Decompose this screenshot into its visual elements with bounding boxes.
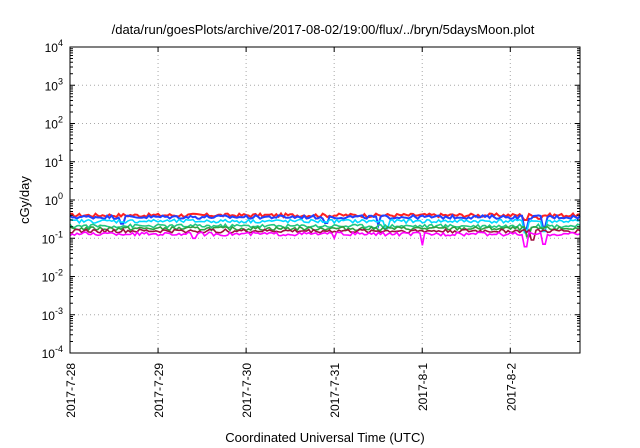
y-tick-label: 10-1 bbox=[42, 229, 63, 246]
y-tick-label: 10-2 bbox=[42, 268, 63, 285]
x-tick-label: 2017-8-2 bbox=[504, 363, 518, 411]
series-line bbox=[69, 218, 581, 234]
y-axis-title: cGy/day bbox=[17, 176, 32, 224]
y-tick-label: 102 bbox=[45, 115, 63, 132]
x-axis-title: Coordinated Universal Time (UTC) bbox=[225, 430, 424, 445]
x-tick-label: 2017-7-30 bbox=[240, 363, 254, 418]
series-line bbox=[69, 225, 581, 238]
series-line bbox=[69, 222, 581, 236]
series-line bbox=[69, 228, 581, 241]
x-tick-label: 2017-7-31 bbox=[328, 363, 342, 418]
x-tick-label: 2017-7-29 bbox=[152, 363, 166, 418]
y-tick-label: 10-3 bbox=[42, 306, 63, 323]
series-layer bbox=[69, 211, 581, 248]
y-axis: 10-4 10-3 10-2 10-1 100 101 102 103 104 bbox=[42, 38, 580, 361]
series-line bbox=[69, 211, 581, 221]
x-tick-label: 2017-8-1 bbox=[416, 363, 430, 411]
y-tick-label: 100 bbox=[45, 191, 63, 208]
y-tick-label: 10-4 bbox=[42, 344, 63, 361]
grid bbox=[70, 47, 580, 353]
chart-title: /data/run/goesPlots/archive/2017-08-02/1… bbox=[112, 22, 535, 37]
series-line bbox=[69, 213, 581, 230]
x-axis: 2017-7-28 2017-7-29 2017-7-30 2017-7-31 2017… bbox=[64, 47, 518, 418]
y-tick-label: 101 bbox=[45, 153, 63, 170]
y-tick-label: 103 bbox=[45, 76, 63, 93]
series-line bbox=[69, 230, 581, 248]
y-tick-label: 104 bbox=[45, 38, 63, 55]
x-tick-label: 2017-7-28 bbox=[64, 363, 78, 418]
